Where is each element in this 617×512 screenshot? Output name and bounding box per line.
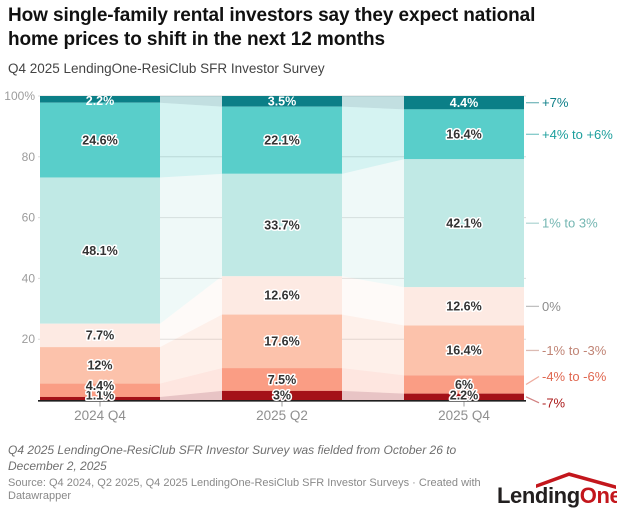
connector-band <box>160 96 222 107</box>
segment-value-label: 3% <box>273 388 291 402</box>
segment-value-label: 12.6% <box>446 300 481 314</box>
segment-value-label: 2.2% <box>450 388 479 402</box>
connector-band <box>160 276 222 348</box>
bar-segment[interactable] <box>222 390 342 400</box>
bar-segment[interactable] <box>404 287 524 326</box>
connector-band <box>160 102 222 178</box>
y-tick-label: 100% <box>4 89 35 103</box>
bar-segment[interactable] <box>404 325 524 376</box>
segment-value-label: 4.4% <box>450 96 479 110</box>
bar-segment[interactable] <box>404 159 524 288</box>
segment-value-label: 12% <box>87 359 112 373</box>
logo-text-one: One <box>579 483 617 508</box>
bar-segment[interactable] <box>404 375 524 394</box>
legend-label: 0% <box>542 299 561 314</box>
connector-band <box>160 173 222 324</box>
bar-segment[interactable] <box>40 396 160 400</box>
x-tick-label: 2024 Q4 <box>74 408 126 423</box>
segment-value-label: 4.4% <box>86 379 115 393</box>
footer-note: Q4 2025 LendingOne-ResiClub SFR Investor… <box>8 443 457 473</box>
footer-source: Source: Q4 2024, Q2 2025, Q4 2025 Lendin… <box>8 477 481 502</box>
segment-value-label: 6% <box>455 378 473 392</box>
y-tick-label: 40 <box>22 271 36 285</box>
segment-value-label: 48.1% <box>82 244 117 258</box>
segment-value-label: 12.6% <box>264 289 299 303</box>
bar-segment[interactable] <box>40 96 160 103</box>
legend-label: +4% to +6% <box>542 127 613 142</box>
y-tick-label: 60 <box>22 211 36 225</box>
segment-value-label: 3.5% <box>268 95 297 109</box>
segment-value-label: 16.4% <box>446 344 481 358</box>
bar-segment[interactable] <box>40 323 160 348</box>
legend-label: 1% to 3% <box>542 216 598 231</box>
bar-segment[interactable] <box>222 96 342 107</box>
y-tick-label: 80 <box>22 150 36 164</box>
connector-band <box>342 314 404 376</box>
bar-segment[interactable] <box>222 106 342 174</box>
bar-segment[interactable] <box>40 102 160 178</box>
page-title: How single-family rental investors say t… <box>8 5 536 50</box>
logo-text-lending: Lending <box>497 483 580 508</box>
bar-segment[interactable] <box>404 109 524 160</box>
connector-band <box>342 368 404 394</box>
bar-segment[interactable] <box>222 173 342 277</box>
connector-band <box>160 314 222 384</box>
bar-segment[interactable] <box>222 368 342 391</box>
y-tick-label: 20 <box>22 332 36 346</box>
segment-value-label: 22.1% <box>264 134 299 148</box>
lendingone-logo: LendingOne <box>497 483 617 509</box>
segment-value-label: 7.7% <box>86 329 115 343</box>
segment-value-label: 16.4% <box>446 128 481 142</box>
bar-segment[interactable] <box>222 314 342 369</box>
bar-segment[interactable] <box>404 393 524 400</box>
legend-label: -1% to -3% <box>542 343 607 358</box>
connector-band <box>342 390 404 400</box>
segment-value-label: 17.6% <box>264 335 299 349</box>
legend-line <box>525 375 540 386</box>
connector-band <box>342 276 404 326</box>
bar-segment[interactable] <box>40 347 160 384</box>
legend-label: -7% <box>542 395 566 410</box>
x-tick-label: 2025 Q4 <box>438 408 490 423</box>
connector-band <box>160 390 222 400</box>
connector-band <box>342 159 404 288</box>
lendingone-roof-icon <box>536 472 616 489</box>
connector-band <box>342 96 404 110</box>
segment-value-label: 33.7% <box>264 218 299 232</box>
bar-segment[interactable] <box>222 276 342 315</box>
legend-line <box>525 396 540 404</box>
segment-value-label: 2.2% <box>86 94 115 108</box>
page-subtitle: Q4 2025 LendingOne-ResiClub SFR Investor… <box>8 61 325 76</box>
segment-value-label: 7.5% <box>268 373 297 387</box>
bar-segment[interactable] <box>40 177 160 324</box>
segment-value-label: 42.1% <box>446 217 481 231</box>
bar-segment[interactable] <box>404 96 524 110</box>
connector-band <box>160 368 222 397</box>
legend-label: -4% to -6% <box>542 369 607 384</box>
legend-label: +7% <box>542 95 569 110</box>
x-tick-label: 2025 Q2 <box>256 408 308 423</box>
bar-segment[interactable] <box>40 383 160 397</box>
segment-value-label: 24.6% <box>82 133 117 147</box>
connector-band <box>342 106 404 174</box>
segment-value-label: 1.1% <box>86 388 115 402</box>
